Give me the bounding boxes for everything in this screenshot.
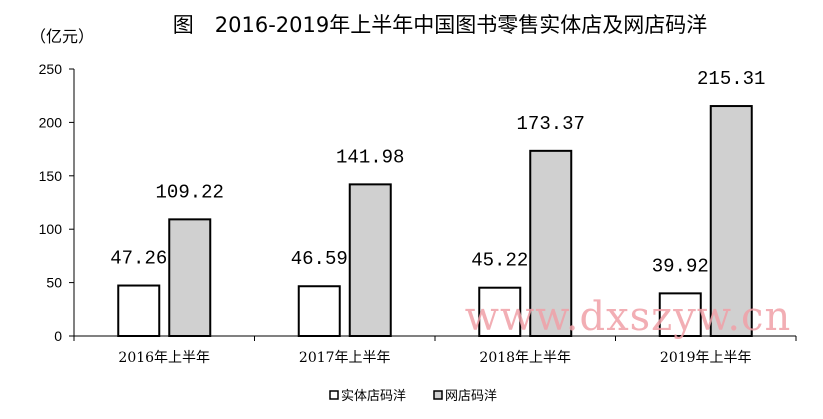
y-tick-label: 50 bbox=[46, 275, 62, 291]
watermark: www.dxszyw.cn bbox=[465, 294, 791, 340]
bar-physical-store bbox=[658, 292, 702, 338]
y-tick-label: 0 bbox=[54, 328, 62, 344]
bar-online-store bbox=[529, 149, 573, 337]
y-tick-label: 100 bbox=[39, 221, 63, 237]
legend-label: 网店码洋 bbox=[445, 389, 497, 404]
data-label: 141.98 bbox=[336, 146, 404, 168]
bar-online-store bbox=[709, 105, 753, 337]
legend-label: 实体店码洋 bbox=[341, 389, 406, 404]
data-label: 46.59 bbox=[291, 248, 348, 270]
bar-physical-store bbox=[297, 285, 341, 338]
bars bbox=[117, 105, 753, 338]
y-tick-label: 250 bbox=[39, 61, 63, 77]
chart-title: 图 2016-2019年上半年中国图书零售实体店及网店码洋 bbox=[173, 13, 707, 37]
x-tick-label: 2019年上半年 bbox=[660, 350, 752, 366]
data-label: 109.22 bbox=[156, 181, 224, 203]
x-tick-label: 2017年上半年 bbox=[299, 350, 391, 366]
x-tick-label: 2018年上半年 bbox=[479, 350, 571, 366]
y-tick-label: 200 bbox=[39, 114, 63, 130]
legend: 实体店码洋 网店码洋 bbox=[329, 389, 497, 404]
data-labels: 47.26 46.59 45.22 39.92 109.22 141.98 173.37 21… bbox=[110, 68, 765, 277]
bar-online-store bbox=[168, 218, 212, 337]
data-label: 173.37 bbox=[517, 113, 585, 135]
data-label: 39.92 bbox=[652, 255, 709, 277]
data-label: 47.26 bbox=[110, 248, 167, 270]
data-label: 215.31 bbox=[697, 68, 765, 90]
y-tick-label: 150 bbox=[39, 168, 63, 184]
bar-online-store bbox=[348, 183, 392, 337]
bar-physical-store bbox=[478, 286, 522, 338]
legend-swatch bbox=[329, 390, 339, 400]
bar-physical-store bbox=[117, 284, 161, 337]
x-tick-label: 2016年上半年 bbox=[118, 350, 210, 366]
axes: 0 50 100 150 200 250 2016年上半年 2017年上半年 2018年上半年 2… bbox=[39, 61, 797, 366]
legend-swatch bbox=[433, 390, 443, 400]
y-axis-unit: （亿元） bbox=[30, 27, 94, 46]
data-label: 45.22 bbox=[471, 250, 528, 272]
